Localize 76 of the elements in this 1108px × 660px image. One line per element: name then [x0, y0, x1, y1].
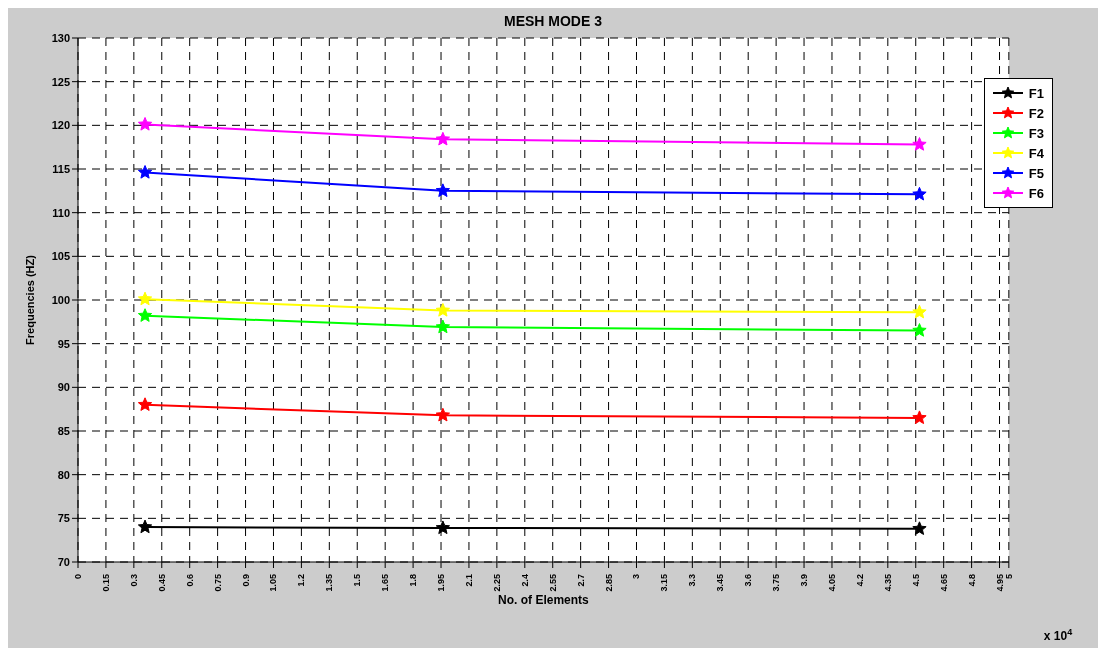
y-tick-label: 120: [51, 119, 70, 132]
x-tick-label: 1.65: [380, 574, 391, 592]
text: x 10$^{4}$: [1043, 627, 1073, 643]
point: [435, 520, 451, 535]
x-tick-label: 0.9: [240, 574, 251, 587]
point: [435, 183, 451, 197]
x-tick-label: 3.9: [799, 574, 810, 587]
x-axis-title: No. of Elements: [498, 593, 590, 607]
point: [137, 164, 153, 179]
x-tick-label: 4.35: [882, 574, 893, 592]
x-tick-label: 1.95: [436, 574, 447, 592]
y-tick-label: 105: [51, 250, 70, 263]
point: [435, 407, 451, 422]
point: [137, 397, 153, 411]
point: [912, 137, 927, 151]
y-tick-label: 130: [51, 31, 70, 44]
point: [912, 521, 927, 535]
x-tick-label: 1.5: [352, 574, 363, 587]
legend-label: F4: [1028, 145, 1044, 161]
y-tick-label: 80: [57, 468, 70, 481]
legend-label: F3: [1028, 125, 1044, 141]
point: [912, 323, 927, 337]
x-tick-label: 4.05: [826, 574, 837, 592]
point: [137, 291, 153, 306]
x-tick-label: 4.8: [966, 574, 977, 587]
x-tick-label: 2.25: [491, 574, 502, 592]
y-tick-label: 95: [57, 337, 70, 350]
x-tick-label: 1.05: [268, 574, 279, 592]
y-tick-label: 115: [52, 162, 70, 175]
x-tick-label: 4.2: [854, 574, 865, 587]
y-tick-label: 125: [51, 75, 70, 88]
point: [435, 302, 451, 317]
x-tick-label: 2.55: [547, 574, 558, 592]
x-tick-label: 2.85: [603, 574, 614, 592]
y-axis-title: Frequencies (HZ): [23, 254, 36, 345]
x-tick-label: 3.45: [715, 574, 726, 592]
y-tick-label: 85: [57, 424, 70, 437]
x-tick-label: 5: [1003, 574, 1014, 580]
x-tick-label: 0: [73, 574, 83, 580]
x-tick-label: 2.1: [463, 574, 474, 587]
point: [137, 519, 153, 534]
point: [435, 131, 451, 146]
x-tick-label: 4.95: [994, 574, 1005, 592]
x-tick-label: 3.6: [743, 574, 754, 587]
point: [912, 410, 927, 425]
x-tick-label: 0.6: [184, 574, 195, 587]
point: [912, 304, 927, 319]
chart-title: MESH MODE 3: [503, 13, 603, 29]
y-tick-label: 75: [57, 512, 70, 525]
y-tick-label: 110: [52, 206, 70, 219]
y-tick-label: 70: [57, 555, 70, 568]
legend-label: F5: [1028, 165, 1044, 181]
legend-label: F6: [1028, 185, 1044, 201]
x-tick-label: 1.2: [296, 574, 307, 587]
x-tick-label: 3.15: [659, 574, 670, 592]
x-tick-label: 2.7: [575, 574, 586, 587]
x-tick-label: 3: [631, 574, 642, 580]
y-tick-label: 100: [51, 293, 70, 306]
x-tick-label: 4.5: [910, 574, 921, 587]
x-tick-label: 0.15: [100, 574, 111, 592]
y-tick-label: 90: [57, 381, 70, 394]
point: [137, 116, 153, 131]
x-tick-label: 1.8: [408, 574, 419, 587]
point: [137, 308, 153, 322]
point: [435, 319, 451, 334]
x-tick-label: 1.35: [324, 574, 335, 592]
x-tick-label: 0.3: [128, 574, 139, 587]
x-tick-label: 0.75: [212, 574, 223, 592]
x-tick-label: 4.65: [938, 574, 949, 592]
point: [912, 186, 927, 201]
x-tick-label: 3.75: [771, 574, 782, 592]
x-tick-label: 2.4: [519, 574, 530, 587]
legend-label: F1: [1028, 85, 1044, 101]
x-tick-label: 0.45: [156, 574, 167, 592]
legend-label: F2: [1028, 105, 1044, 121]
x-tick-label: 3.3: [687, 574, 698, 587]
